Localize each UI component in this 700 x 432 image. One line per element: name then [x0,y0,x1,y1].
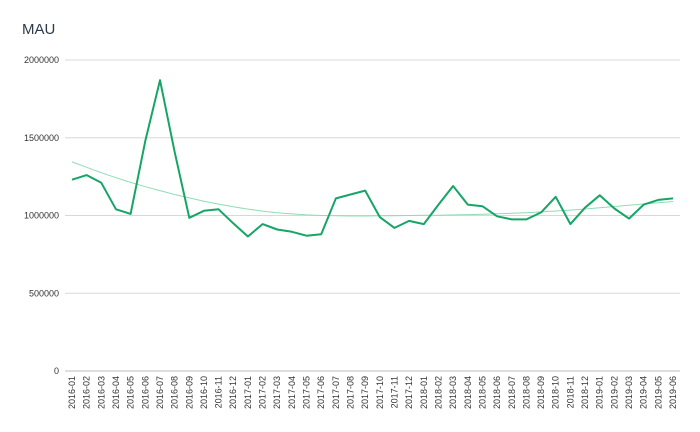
y-axis-ticks: 0 500000 1000000 1500000 2000000 [24,55,59,376]
x-tick-label: 2017-02 [258,376,268,409]
x-tick-label: 2017-09 [360,376,370,409]
x-tick-label: 2018-07 [507,376,517,409]
x-tick-label: 2018-01 [419,376,429,409]
x-tick-label: 2018-12 [580,376,590,409]
x-tick-label: 2019-06 [668,376,678,409]
x-tick-label: 2016-03 [96,376,106,409]
series-mau-line [71,79,674,238]
x-tick-label: 2016-04 [111,376,121,409]
x-tick-label: 2019-05 [653,376,663,409]
x-tick-label: 2017-01 [243,376,253,409]
x-tick-label: 2019-03 [624,376,634,409]
x-tick-label: 2017-12 [404,376,414,409]
x-tick-label: 2016-11 [214,376,224,408]
x-tick-label: 2016-05 [126,376,136,409]
x-tick-label: 2017-11 [389,376,399,408]
y-tick-label: 1000000 [24,211,59,221]
y-tick-label: 2000000 [24,55,59,65]
x-tick-label: 2018-10 [551,376,561,409]
series-trend-line [71,161,674,217]
x-tick-label: 2017-03 [272,376,282,409]
x-tick-label: 2018-09 [536,376,546,409]
x-tick-label: 2018-11 [565,376,575,408]
x-axis-ticks: 2016-01 2016-02 2016-03 2016-04 2016-05 2016-… [67,376,678,409]
x-tick-label: 2018-06 [492,376,502,409]
x-tick-label: 2018-05 [477,376,487,409]
x-tick-label: 2018-02 [433,376,443,409]
x-tick-label: 2018-08 [521,376,531,409]
x-tick-label: 2017-04 [287,376,297,409]
x-tick-label: 2019-01 [595,376,605,409]
x-tick-label: 2018-03 [448,376,458,409]
x-tick-label: 2019-04 [639,376,649,409]
x-tick-label: 2019-02 [609,376,619,409]
x-tick-label: 2017-06 [316,376,326,409]
chart-title: MAU [22,21,56,38]
y-tick-label: 0 [54,366,59,376]
y-tick-label: 1500000 [24,133,59,143]
x-tick-label: 2016-12 [228,376,238,409]
x-tick-label: 2017-07 [331,376,341,409]
x-tick-label: 2016-07 [155,376,165,409]
x-tick-label: 2016-06 [140,376,150,409]
y-tick-label: 500000 [29,288,59,298]
x-tick-label: 2017-05 [302,376,312,409]
x-tick-label: 2016-08 [170,376,180,409]
x-tick-label: 2016-10 [199,376,209,409]
x-tick-label: 2016-09 [184,376,194,409]
x-tick-label: 2016-02 [82,376,92,409]
x-tick-label: 2016-01 [67,376,77,409]
x-tick-label: 2017-10 [375,376,385,409]
x-tick-label: 2018-04 [463,376,473,409]
x-tick-label: 2017-08 [346,376,356,409]
